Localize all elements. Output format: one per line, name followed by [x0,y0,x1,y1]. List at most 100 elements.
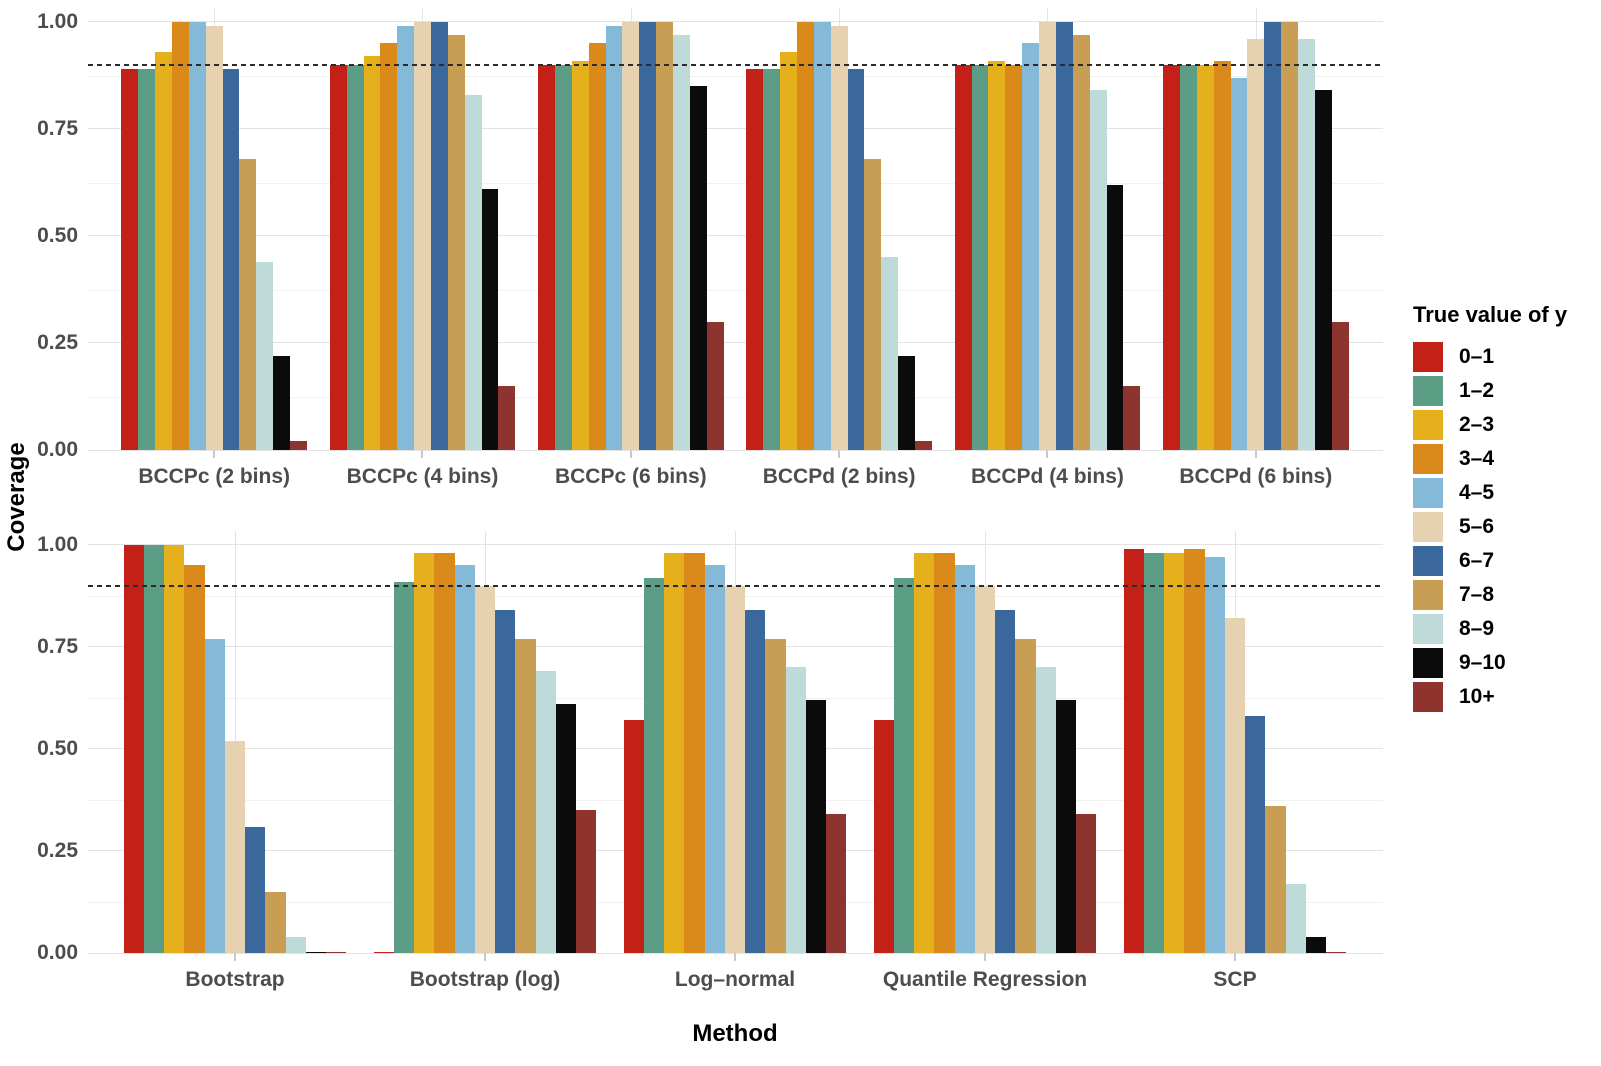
x-tick-label: BCCPd (6 bins) [1179,465,1333,488]
bar-5–6 [974,586,996,953]
bar-group: SCP [1110,531,1360,991]
bar-7–8 [864,159,882,450]
bar-1–2 [554,65,572,450]
x-tick-label: Quantile Regression [882,968,1088,991]
x-axis-tick [629,450,632,458]
bar-0–1 [329,65,347,450]
bar-8–9 [1297,39,1315,450]
bar-group: BCCPc (6 bins) [527,8,735,488]
legend-label: 2–3 [1459,413,1495,436]
x-tick-label: Bootstrap [185,968,285,991]
bar-10+ [326,952,347,953]
bar-1–2 [763,69,781,450]
bars [746,22,932,450]
y-tick-label: 0.75 [37,117,78,140]
bar-9–10 [1106,185,1124,450]
x-axis-tick [484,953,486,961]
bar-10+ [290,441,307,450]
x-tick-label: Log–normal [674,968,796,991]
bar-2–3 [988,61,1006,450]
bar-group: Bootstrap (log) [360,531,610,991]
bar-3–4 [934,553,955,953]
bar-10+ [1123,386,1141,450]
bar-5–6 [1039,22,1056,450]
reference-line [88,63,1383,66]
bar-5–6 [414,22,431,450]
y-tick-label: 0.25 [37,331,78,354]
bar-4–5 [188,22,206,450]
x-axis-tick [984,953,986,961]
bar-6–7 [847,69,865,450]
bar-group: BCCPd (6 bins) [1152,8,1360,488]
legend-item: 2–3 [1413,410,1567,440]
x-axis-tick [1046,450,1049,458]
legend-label: 4–5 [1459,481,1495,504]
bar-2–3 [1164,553,1185,953]
y-tick-label: 0.50 [37,737,78,760]
y-tick-label: 0.25 [37,839,78,862]
y-tick-label: 0.50 [37,224,78,247]
bars [123,545,347,953]
bar-1–2 [971,65,989,450]
bar-0–1 [123,545,144,953]
bar-10+ [915,441,932,450]
bar-2–3 [664,553,685,953]
major-gridline [88,128,1383,129]
bar-5–6 [1247,39,1265,450]
legend-item: 10+ [1413,682,1567,712]
bar-7–8 [765,639,786,953]
bar-4–5 [605,26,623,450]
x-axis-tick [838,450,841,458]
major-gridline [88,235,1383,236]
x-tick-label: BCCPc (4 bins) [346,465,499,488]
bar-4–5 [813,22,831,450]
bar-0–1 [373,952,394,953]
bar-1–2 [143,545,165,953]
bar-7–8 [239,159,257,450]
legend-swatch [1413,546,1443,576]
x-tick-label: BCCPc (6 bins) [554,465,707,488]
bar-groups: BCCPc (2 bins) BCCPc (4 bins) BCCPc (6 bin… [110,8,1360,488]
legend-swatch [1413,376,1443,406]
bar-6–7 [639,22,657,450]
bar-group: BCCPd (2 bins) [735,8,943,488]
bar-9–10 [273,356,291,450]
bar-3–4 [797,22,814,450]
bar-4–5 [954,565,975,953]
bar-group: Bootstrap [110,531,360,991]
legend-label: 6–7 [1459,549,1495,572]
bar-4–5 [454,565,475,953]
bar-9–10 [898,356,916,450]
y-tick-label: 0.00 [37,438,78,461]
bar-2–3 [780,52,798,450]
bar-group: Log–normal [610,531,860,991]
x-tick-label: BCCPd (4 bins) [971,465,1124,488]
legend-swatch [1413,614,1443,644]
bar-0–1 [873,720,894,953]
bar-7–8 [265,892,286,953]
x-axis-tick [734,953,736,961]
bar-2–3 [414,553,435,953]
bar-2–3 [914,553,935,953]
bar-2–3 [1196,65,1214,450]
bar-0–1 [1163,65,1180,450]
bars [329,22,516,450]
legend-item: 5–6 [1413,512,1567,542]
bar-8–9 [535,671,556,953]
bar-1–2 [1179,65,1197,450]
bar-group: BCCPc (2 bins) [110,8,318,488]
bar-group: BCCPc (4 bins) [318,8,526,488]
bars [954,22,1141,450]
bar-4–5 [204,639,225,953]
bar-9–10 [1055,700,1077,953]
bar-3–4 [1184,549,1205,953]
bar-4–5 [1230,78,1248,450]
bar-3–4 [1005,65,1023,450]
bar-5–6 [724,586,746,953]
legend-item: 7–8 [1413,580,1567,610]
legend-label: 9–10 [1459,651,1506,674]
bar-6–7 [745,610,766,953]
legend-item: 8–9 [1413,614,1567,644]
legend-label: 1–2 [1459,379,1495,402]
bar-6–7 [1055,22,1073,450]
